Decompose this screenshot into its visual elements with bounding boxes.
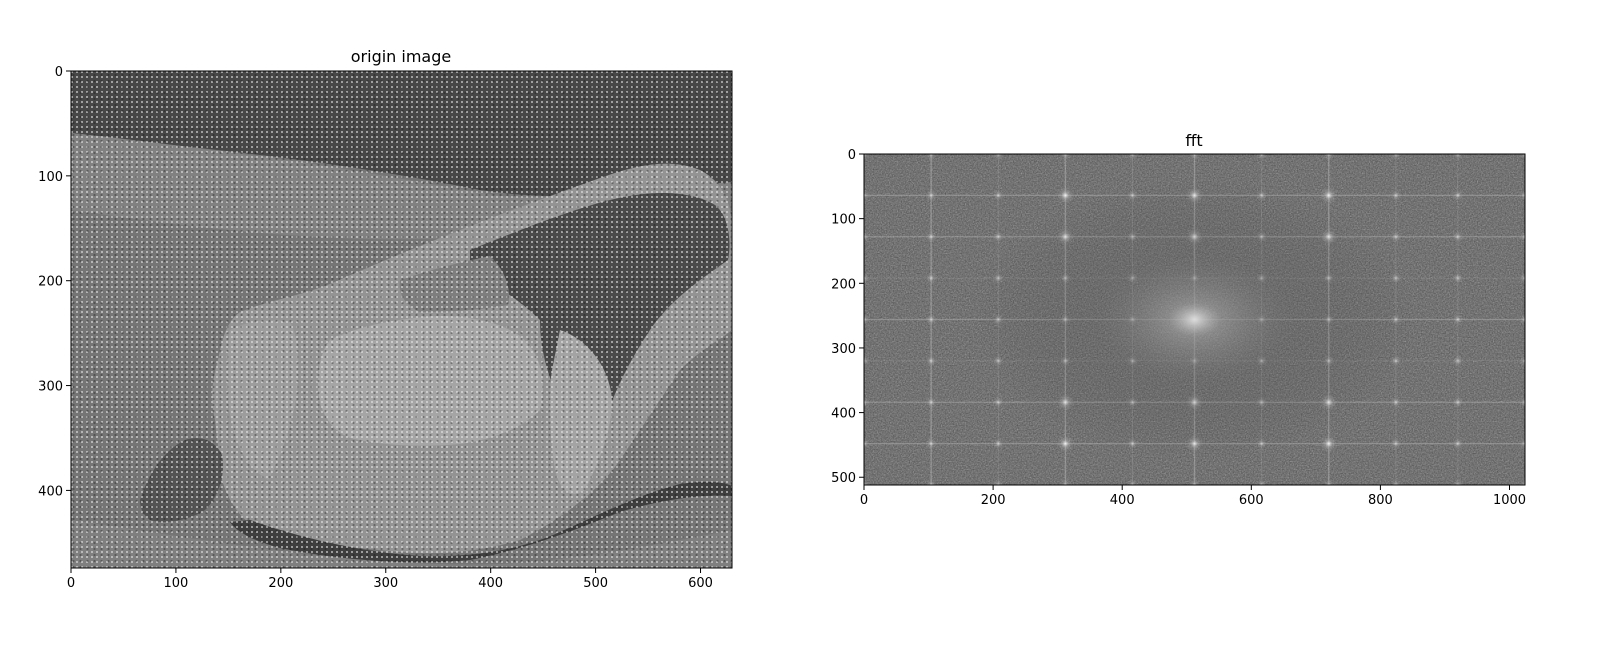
fft-peak (1519, 479, 1525, 485)
x-tick-label: 400 (478, 576, 503, 591)
fft-peak (1519, 354, 1525, 367)
fft-peak (992, 189, 1005, 202)
x-tick-label: 600 (1239, 493, 1264, 508)
fft-peak (1519, 154, 1525, 160)
fft-peak (1126, 154, 1139, 160)
fft-peak (925, 437, 938, 450)
y-tick-label: 100 (38, 170, 63, 185)
x-tick-label: 1000 (1493, 493, 1526, 508)
fft-peak (864, 354, 870, 367)
fft-peak (1451, 479, 1464, 485)
fft-center-glow (974, 179, 1415, 460)
origin-image-ticks: 0 100 200 300 400 500 600 0 100 200 300 400 (38, 65, 713, 591)
y-tick-label: 400 (38, 484, 63, 499)
fft-panel: fft 0 200 400 600 800 1000 0 100 200 300 400 500 (831, 131, 1526, 508)
fft-peak (1519, 230, 1525, 243)
fft-peak (992, 437, 1005, 450)
fft-peak (1255, 154, 1268, 160)
origin-image-frame (70, 70, 733, 569)
y-tick-label: 0 (848, 148, 856, 163)
fft-peak (1519, 189, 1525, 202)
y-tick-label: 100 (831, 213, 856, 228)
x-tick-label: 200 (268, 576, 293, 591)
y-tick-label: 300 (831, 342, 856, 357)
fft-peak (925, 230, 938, 243)
fft-peak (1451, 230, 1464, 243)
fft-peak (864, 479, 870, 485)
x-tick-label: 600 (688, 576, 713, 591)
fft-peak (1322, 154, 1335, 160)
fft-peak (1255, 479, 1268, 485)
origin-image-title: origin image (351, 47, 451, 66)
fft-peak (1451, 313, 1464, 326)
fft-peak (864, 396, 870, 409)
fft-peak (1126, 479, 1139, 485)
fft-peak (1451, 354, 1464, 367)
x-tick-label: 100 (164, 576, 189, 591)
x-tick-label: 400 (1110, 493, 1135, 508)
fft-peak (1188, 154, 1201, 160)
fft-peak (864, 272, 870, 285)
x-tick-label: 800 (1368, 493, 1393, 508)
fft-peak (1322, 479, 1335, 485)
fft-peak (992, 479, 1005, 485)
x-tick-label: 0 (860, 493, 868, 508)
fft-peak (992, 154, 1005, 160)
fft-peak (1451, 437, 1464, 450)
fft-peak (1319, 434, 1338, 453)
x-tick-label: 200 (981, 493, 1006, 508)
y-tick-label: 300 (38, 380, 63, 395)
fft-peak (1056, 434, 1075, 453)
fft-peak (1059, 479, 1072, 485)
y-tick-label: 200 (831, 277, 856, 292)
fft-peak (1519, 396, 1525, 409)
fft-peak (992, 396, 1005, 409)
fft-peak (1056, 186, 1075, 205)
fft-peak (864, 154, 870, 160)
x-tick-label: 300 (373, 576, 398, 591)
fft-image-frame (863, 153, 1526, 486)
fft-peak (864, 230, 870, 243)
fft-peak (925, 396, 938, 409)
y-tick-label: 0 (55, 65, 63, 80)
fft-peak (925, 479, 938, 485)
fft-peak (864, 313, 870, 326)
fft-peak (1389, 396, 1402, 409)
origin-image (71, 71, 732, 568)
fft-peak (864, 189, 870, 202)
y-tick-label: 200 (38, 275, 63, 290)
fft-peak (925, 354, 938, 367)
y-tick-label: 500 (831, 471, 856, 486)
fft-peak (1389, 154, 1402, 160)
fft-peak (1389, 230, 1402, 243)
y-tick-label: 400 (831, 407, 856, 422)
fft-peak (1519, 437, 1525, 450)
fft-peak (925, 154, 938, 160)
fft-peak (1451, 189, 1464, 202)
fft-peak (1519, 272, 1525, 285)
fft-peak (864, 437, 870, 450)
fft-peak (992, 230, 1005, 243)
fft-ticks: 0 200 400 600 800 1000 0 100 200 300 400 500 (831, 148, 1526, 508)
fft-peak (1059, 154, 1072, 160)
fft-peak (925, 272, 938, 285)
fft-title: fft (1185, 131, 1202, 150)
x-tick-label: 0 (67, 576, 75, 591)
fft-peak (1389, 437, 1402, 450)
fft-peak (1389, 189, 1402, 202)
fft-peak (1389, 479, 1402, 485)
fft-peak (1519, 313, 1525, 326)
fft-peak (1451, 154, 1464, 160)
fft-peak (1451, 272, 1464, 285)
fft-peak (925, 313, 938, 326)
fft-peak (1319, 186, 1338, 205)
fft-peak (1188, 479, 1201, 485)
fft-peak (925, 189, 938, 202)
fft-peak (1451, 396, 1464, 409)
origin-image-panel: origin image (38, 47, 733, 591)
fft-image (864, 154, 1525, 485)
x-tick-label: 500 (583, 576, 608, 591)
